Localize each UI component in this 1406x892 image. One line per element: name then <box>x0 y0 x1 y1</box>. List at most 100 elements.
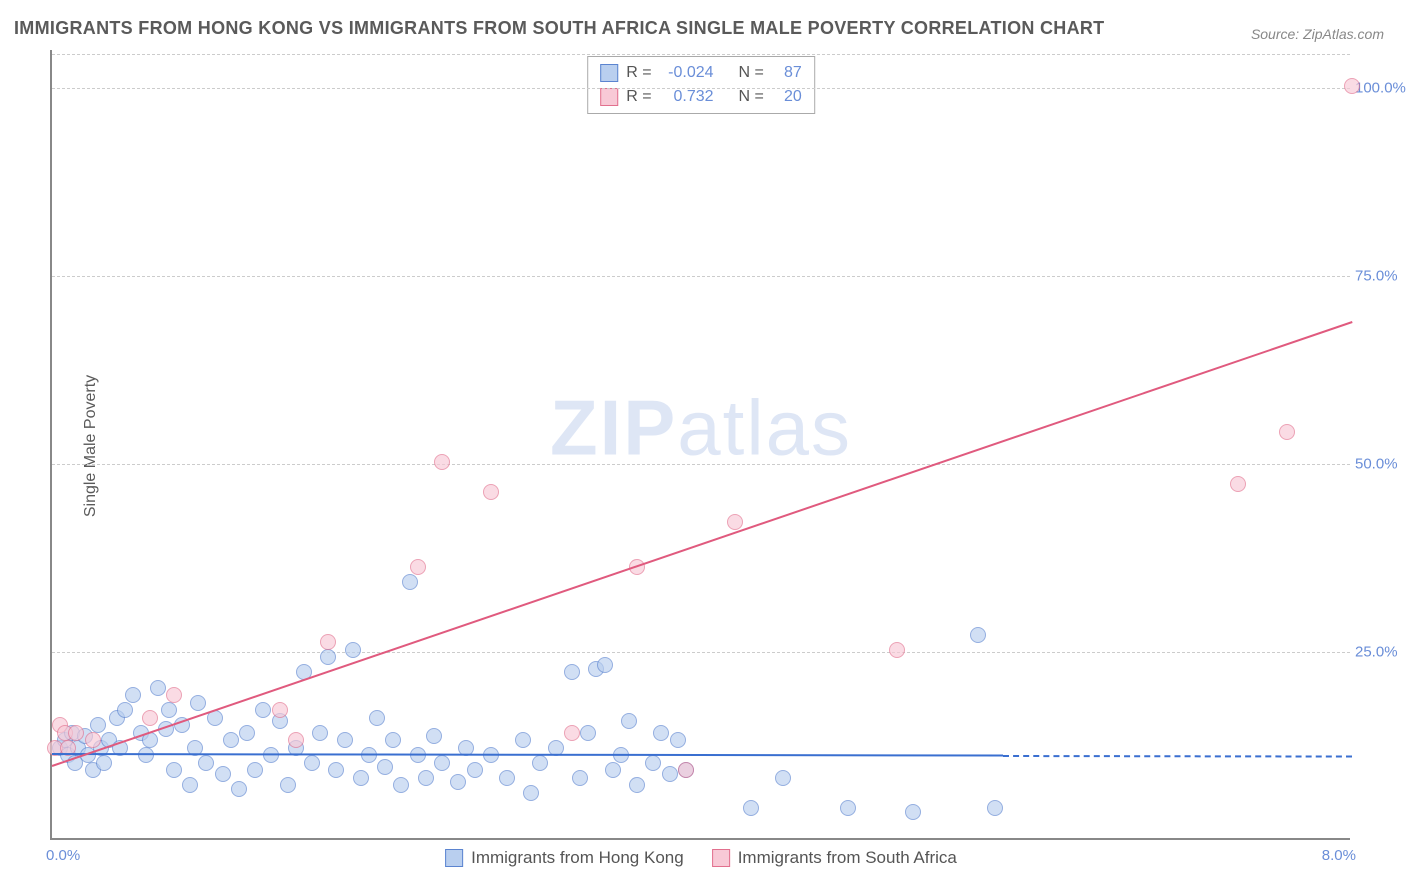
data-point <box>377 759 393 775</box>
gridline <box>52 276 1350 277</box>
data-point <box>678 762 694 778</box>
legend-series: Immigrants from Hong Kong Immigrants from… <box>445 848 957 868</box>
data-point <box>905 804 921 820</box>
data-point <box>247 762 263 778</box>
legend-stats-box: R =-0.024 N =87R =0.732 N =20 <box>587 56 815 114</box>
data-point <box>434 755 450 771</box>
data-point <box>515 732 531 748</box>
data-point <box>272 702 288 718</box>
legend-n-value: 87 <box>772 61 802 85</box>
data-point <box>605 762 621 778</box>
data-point <box>385 732 401 748</box>
data-point <box>653 725 669 741</box>
legend-series-name: Immigrants from South Africa <box>738 848 957 868</box>
scatter-plot-area: ZIPatlas R =-0.024 N =87R =0.732 N =20 I… <box>50 50 1350 840</box>
y-tick-label: 25.0% <box>1355 643 1406 660</box>
data-point <box>483 484 499 500</box>
data-point <box>970 627 986 643</box>
data-point <box>304 755 320 771</box>
y-tick-label: 75.0% <box>1355 267 1406 284</box>
data-point <box>223 732 239 748</box>
data-point <box>1344 78 1360 94</box>
data-point <box>353 770 369 786</box>
legend-r-value: -0.024 <box>660 61 714 85</box>
data-point <box>328 762 344 778</box>
y-tick-label: 50.0% <box>1355 455 1406 472</box>
data-point <box>369 710 385 726</box>
data-point <box>166 687 182 703</box>
data-point <box>840 800 856 816</box>
data-point <box>85 732 101 748</box>
source-label: Source: ZipAtlas.com <box>1251 26 1384 42</box>
data-point <box>150 680 166 696</box>
legend-swatch <box>600 64 618 82</box>
data-point <box>96 755 112 771</box>
data-point <box>288 732 304 748</box>
trend-line-extrapolated <box>1003 755 1352 758</box>
y-tick-label: 100.0% <box>1355 79 1406 96</box>
data-point <box>198 755 214 771</box>
data-point <box>231 781 247 797</box>
legend-n-label: N = <box>738 61 763 85</box>
data-point <box>190 695 206 711</box>
data-point <box>345 642 361 658</box>
data-point <box>239 725 255 741</box>
gridline <box>52 652 1350 653</box>
x-tick-max: 8.0% <box>1322 847 1356 864</box>
data-point <box>564 725 580 741</box>
legend-r-label: R = <box>626 61 651 85</box>
data-point <box>280 777 296 793</box>
data-point <box>532 755 548 771</box>
data-point <box>125 687 141 703</box>
data-point <box>68 725 84 741</box>
data-point <box>138 747 154 763</box>
chart-title: IMMIGRANTS FROM HONG KONG VS IMMIGRANTS … <box>14 18 1104 39</box>
data-point <box>418 770 434 786</box>
data-point <box>117 702 133 718</box>
data-point <box>662 766 678 782</box>
legend-swatch <box>445 849 463 867</box>
data-point <box>467 762 483 778</box>
data-point <box>597 657 613 673</box>
data-point <box>889 642 905 658</box>
data-point <box>215 766 231 782</box>
legend-item: Immigrants from Hong Kong <box>445 848 684 868</box>
data-point <box>621 713 637 729</box>
trend-line <box>52 321 1353 767</box>
data-point <box>426 728 442 744</box>
data-point <box>987 800 1003 816</box>
gridline <box>52 88 1350 89</box>
x-tick-min: 0.0% <box>46 847 80 864</box>
data-point <box>450 774 466 790</box>
data-point <box>564 664 580 680</box>
legend-series-name: Immigrants from Hong Kong <box>471 848 684 868</box>
data-point <box>312 725 328 741</box>
data-point <box>670 732 686 748</box>
data-point <box>142 710 158 726</box>
legend-swatch <box>712 849 730 867</box>
data-point <box>572 770 588 786</box>
data-point <box>166 762 182 778</box>
data-point <box>727 514 743 530</box>
watermark: ZIPatlas <box>550 383 852 474</box>
data-point <box>743 800 759 816</box>
data-point <box>320 634 336 650</box>
data-point <box>90 717 106 733</box>
data-point <box>775 770 791 786</box>
data-point <box>499 770 515 786</box>
data-point <box>523 785 539 801</box>
data-point <box>434 454 450 470</box>
data-point <box>1279 424 1295 440</box>
gridline <box>52 464 1350 465</box>
gridline <box>52 54 1350 55</box>
trend-line <box>52 753 1003 757</box>
legend-item: Immigrants from South Africa <box>712 848 957 868</box>
data-point <box>393 777 409 793</box>
data-point <box>580 725 596 741</box>
data-point <box>337 732 353 748</box>
data-point <box>645 755 661 771</box>
data-point <box>629 777 645 793</box>
legend-swatch <box>600 88 618 106</box>
data-point <box>402 574 418 590</box>
data-point <box>320 649 336 665</box>
